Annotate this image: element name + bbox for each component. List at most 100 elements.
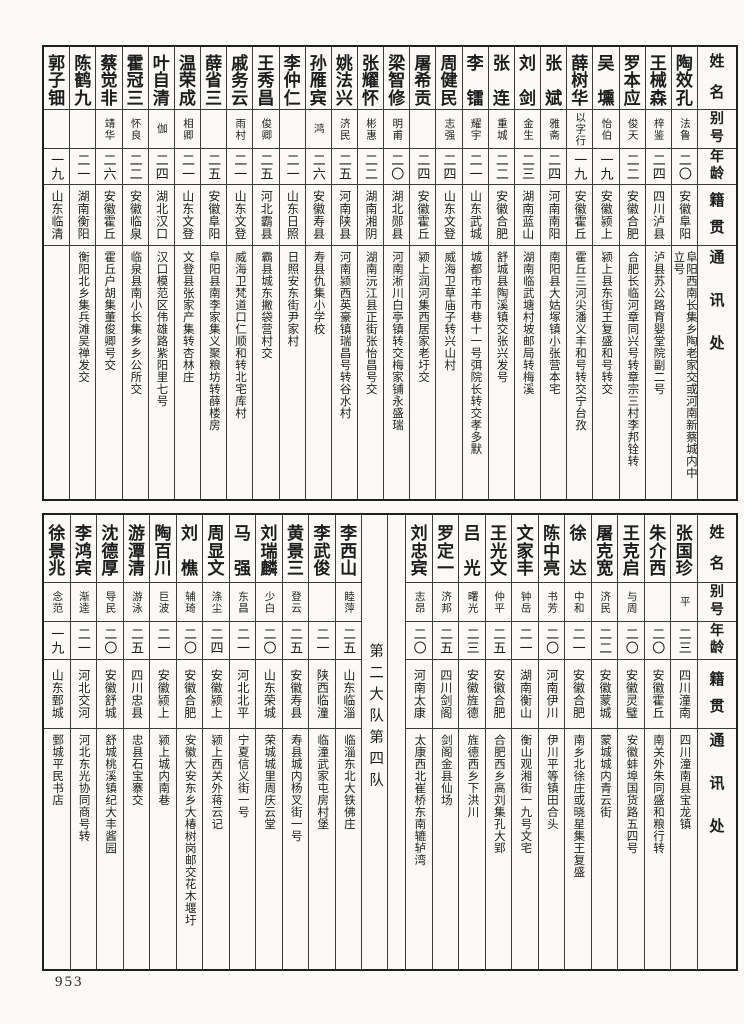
person-column: 张连重城 二二 安徽合肥 舒城县陶溪镇交张兴发号 <box>487 47 514 499</box>
person-address: 颍上润河集西居家老圩交 <box>417 251 430 383</box>
name-char: 清 <box>152 88 170 108</box>
age-cell: 二一 <box>309 622 335 660</box>
name-char: 法 <box>335 71 353 90</box>
person-origin: 河南陕县 <box>337 190 352 240</box>
person-column: 陶百川巨波 二一 安徽颍上 颍上城内南巷 <box>149 515 176 969</box>
person-origin: 湖南蓝山 <box>520 190 535 240</box>
header-address-char: 通 <box>709 733 725 749</box>
name-char: 朱 <box>649 524 667 543</box>
header-address-char: 处 <box>709 819 725 835</box>
name-char: 霍 <box>126 53 144 73</box>
person-address: 颍上城内南巷 <box>157 734 170 806</box>
alias-cell: 梓鉴 <box>645 110 671 149</box>
person-origin: 河北霸县 <box>259 190 274 240</box>
name-char: 耀 <box>362 71 380 90</box>
alias-cell: 重城 <box>488 110 514 149</box>
person-address: 伊川平等镇田合头 <box>545 734 558 830</box>
name-char: 郭 <box>48 53 66 73</box>
spacer-column <box>387 515 405 969</box>
person-age: 二〇 <box>544 626 560 655</box>
header-alias-label: 别号 <box>710 113 724 145</box>
address-cell: 颍上润河集西居家老圩交 <box>410 246 435 499</box>
name-cell: 郭子钿 <box>44 47 70 110</box>
alias-cell: 金生 <box>514 110 541 149</box>
origin-cell: 安徽颍上 <box>150 660 176 729</box>
header-address: 通讯处 <box>698 246 736 499</box>
person-address: 剑阁金县仙场 <box>439 734 452 806</box>
name-char: 仁 <box>283 88 301 108</box>
person-alias: 法鲁 <box>678 117 690 141</box>
header-age-label: 年龄 <box>710 625 724 656</box>
alias-cell: 济民 <box>591 583 618 622</box>
name-char: 屠 <box>596 524 614 543</box>
origin-cell: 安徽合肥 <box>488 185 514 246</box>
name-char: 山 <box>340 559 358 578</box>
person-column: 李鸿宾渐逵 二一 河北交河 河北东光协同商号转 <box>69 515 97 969</box>
header-alias-label: 别号 <box>710 586 724 618</box>
person-alias: 明甫 <box>391 117 403 141</box>
origin-cell: 湖北郧县 <box>384 185 410 246</box>
person-name: 薛省三 <box>205 55 222 107</box>
person-address: 合肥西乡高刘集孔大郢 <box>492 734 505 854</box>
person-age: 二二 <box>493 152 509 181</box>
origin-cell: 河南太康 <box>406 660 432 729</box>
name-char: 李 <box>466 53 484 73</box>
name-char: 徐 <box>569 524 587 543</box>
name-char: 陈 <box>543 524 561 543</box>
person-alias: 重城 <box>495 117 507 141</box>
name-char: 修 <box>388 88 406 108</box>
person-column: 王克启与周 二〇 安徽灵璧 安徽蚌埠国货路五四号 <box>617 515 644 969</box>
person-origin: 安徽阜阳 <box>677 190 692 240</box>
address-cell: 河北东光协同商号转 <box>71 729 97 969</box>
header-age-char: 龄 <box>710 641 724 656</box>
name-char: 启 <box>622 559 640 578</box>
person-origin: 安徽舒城 <box>103 669 118 719</box>
origin-cell: 安徽合肥 <box>176 660 203 729</box>
person-alias: 志昂 <box>413 590 425 614</box>
person-address: 鄄城平民书店 <box>51 734 64 806</box>
age-cell: 一九 <box>44 622 70 660</box>
header-name: 姓名 <box>698 515 736 583</box>
person-column: 戚务云雨村 二一 山东文登 威海卫梵道口仁顺和转北宅库村 <box>226 47 253 499</box>
name-char: 吕 <box>463 524 481 543</box>
name-cell: 罗定一 <box>432 515 459 583</box>
person-age: 二一 <box>467 152 483 181</box>
alias-cell <box>309 583 335 622</box>
name-char: 壎 <box>597 88 615 108</box>
person-name: 李武俊 <box>314 525 331 577</box>
name-cell: 黄景三 <box>282 515 309 583</box>
name-char: 非 <box>100 88 118 108</box>
alias-cell: 济民 <box>331 110 357 149</box>
age-cell: 二五 <box>282 622 309 660</box>
person-column: 刘瑞麟少白 二〇 山东荣城 荣城城里周庆云堂 <box>255 515 282 969</box>
person-alias: 以字行 <box>574 111 586 147</box>
alias-cell: 登云 <box>282 583 309 622</box>
person-alias: 睦萍 <box>343 590 355 614</box>
alias-cell: 少白 <box>256 583 282 622</box>
name-cell: 文家丰 <box>512 515 538 583</box>
person-origin: 山东临淄 <box>341 669 356 719</box>
person-name: 屠希贡 <box>414 55 431 107</box>
person-name: 张连 <box>493 55 510 107</box>
person-age: 一九 <box>598 152 614 181</box>
header-address: 通讯处 <box>698 729 736 969</box>
header-age-char: 年 <box>710 624 724 639</box>
person-age: 二六 <box>101 152 117 181</box>
name-char: 三 <box>126 88 144 108</box>
person-name: 郭子钿 <box>48 55 65 107</box>
person-column: 徐达中和 二一 安徽合肥 南乡北徐庄或晓星集王复盛 <box>564 515 591 969</box>
address-cell: 湖南沅江县正街张怡昌号交 <box>358 246 383 499</box>
person-name: 陶百川 <box>154 525 171 577</box>
person-origin: 河北交河 <box>76 669 91 719</box>
header-name-char: 名 <box>709 555 725 572</box>
person-origin: 安徽临泉 <box>128 190 143 240</box>
person-age: 二五 <box>258 152 274 181</box>
person-address: 颍上县东街王复盛和号转交 <box>600 251 613 395</box>
origin-cell: 河北北平 <box>229 660 256 729</box>
person-origin: 安徽寿县 <box>311 190 326 240</box>
person-column: 叶自清伽二四 湖北汉口 汉口模范区伟雄路紫阳里七号 <box>147 47 174 499</box>
person-column: 徐景兆念范 一九 山东鄄城 鄄城平民书店 <box>44 515 70 969</box>
name-cell: 徐达 <box>565 515 591 583</box>
name-cell: 沈德厚 <box>97 515 123 583</box>
person-origin: 山东文登 <box>233 190 248 240</box>
